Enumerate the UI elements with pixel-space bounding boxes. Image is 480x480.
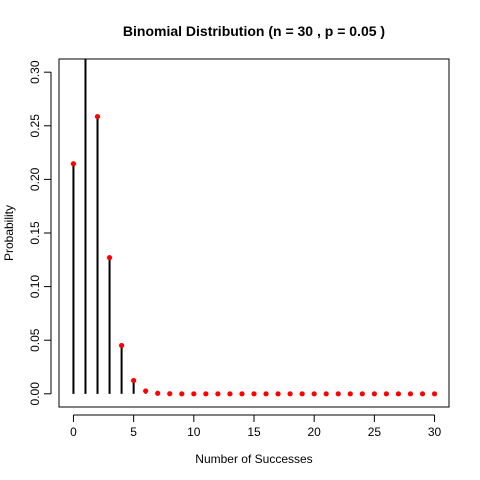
- probability-point: [143, 388, 149, 394]
- probability-point: [335, 391, 341, 397]
- x-tick-label: 25: [368, 425, 382, 439]
- probability-point: [347, 391, 353, 397]
- probability-point: [227, 391, 233, 397]
- probability-point: [359, 391, 365, 397]
- x-axis: 0 5 10 15 20 25 30: [70, 414, 442, 439]
- probability-point: [263, 391, 269, 397]
- y-tick-label: 0.30: [28, 60, 42, 84]
- probability-point: [419, 391, 426, 397]
- probability-point: [203, 391, 209, 397]
- probability-point: [179, 391, 185, 397]
- probability-point: [251, 391, 257, 397]
- x-tick-label: 15: [247, 425, 261, 439]
- probability-point: [191, 391, 197, 397]
- y-tick-label: 0.00: [28, 382, 42, 406]
- probability-point: [131, 377, 137, 384]
- probability-point: [311, 391, 317, 397]
- y-tick-label: 0.05: [28, 328, 42, 352]
- probability-point: [383, 391, 390, 397]
- probability-point: [239, 391, 245, 397]
- x-tick-label: 10: [187, 425, 201, 439]
- probability-point: [407, 391, 414, 397]
- x-tick-label: 30: [428, 425, 442, 439]
- x-tick-label: 20: [308, 425, 322, 439]
- plot-frame: [58, 58, 450, 408]
- probability-point: [323, 391, 329, 397]
- probability-point: [215, 391, 221, 397]
- x-tick-label: 0: [70, 425, 77, 439]
- y-axis-label: Probability: [2, 205, 16, 261]
- chart-title: Binomial Distribution (n = 30 , p = 0.05…: [123, 23, 385, 39]
- probability-point: [431, 391, 438, 397]
- x-axis-label: Number of Successes: [195, 452, 312, 466]
- probability-point: [275, 391, 281, 397]
- probability-point: [287, 391, 293, 397]
- probability-point: [155, 390, 161, 396]
- probability-point: [395, 391, 402, 397]
- y-tick-label: 0.10: [28, 275, 42, 299]
- probability-point: [299, 391, 305, 397]
- y-tick-label: 0.25: [28, 114, 42, 138]
- y-axis: 0.00 0.05 0.10 0.15 0.20 0.25 0.30: [28, 60, 52, 406]
- probability-point: [106, 255, 113, 261]
- x-tick-label: 5: [130, 425, 137, 439]
- data-series: [70, 28, 438, 397]
- probability-point: [167, 391, 173, 397]
- y-tick-label: 0.20: [28, 167, 42, 191]
- probability-point: [70, 161, 77, 167]
- probability-point: [94, 113, 101, 120]
- probability-point: [118, 342, 125, 349]
- probability-point: [83, 28, 88, 33]
- probability-point: [371, 391, 377, 397]
- y-tick-label: 0.15: [28, 221, 42, 245]
